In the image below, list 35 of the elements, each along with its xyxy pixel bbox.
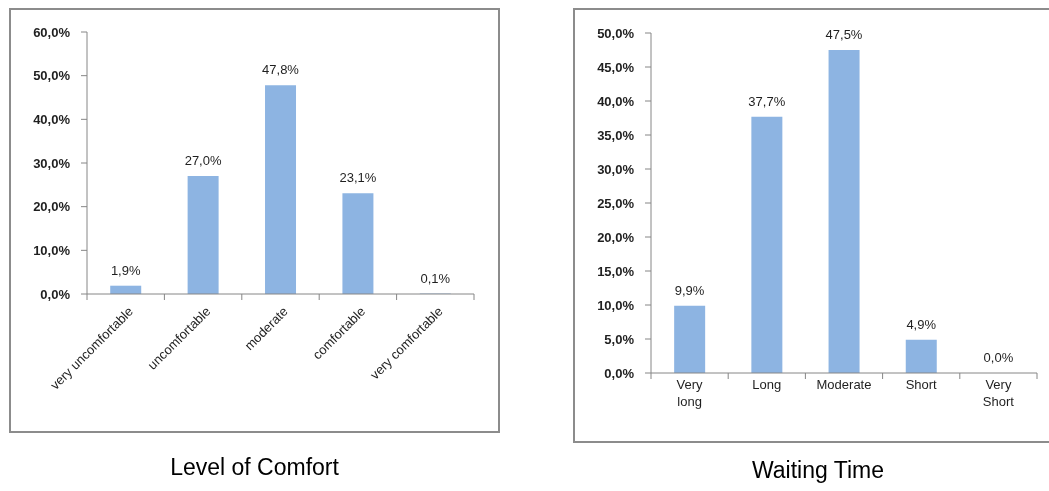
y-tick-label: 40,0%	[597, 93, 635, 109]
y-tick-label: 30,0%	[33, 155, 71, 171]
data-label: 0,0%	[983, 350, 1014, 365]
x-tick-label: Very Short	[982, 377, 1015, 409]
data-label: 47,8%	[262, 62, 300, 78]
y-tick-label: 45,0%	[597, 59, 635, 75]
text: Waiting Time	[750, 456, 886, 485]
data-label: 37,7%	[748, 93, 786, 109]
y-tick-label: 0,0%	[604, 365, 635, 381]
x-tick-label: Long	[752, 377, 782, 392]
y-tick-label: 10,0%	[597, 297, 635, 313]
x-tick-label: Very long	[676, 377, 704, 409]
data-label: 27,0%	[184, 153, 222, 169]
data-label: 4,9%	[906, 316, 937, 332]
data-label: 47,5%	[825, 27, 863, 42]
data-label: 0,1%	[420, 270, 451, 286]
y-tick-label: 35,0%	[597, 127, 635, 143]
y-tick-label: 40,0%	[33, 111, 71, 127]
y-tick-label: 50,0%	[597, 25, 635, 41]
y-tick-label: 20,0%	[33, 199, 71, 215]
data-label: 23,1%	[339, 170, 377, 186]
y-tick-label: 15,0%	[597, 263, 635, 279]
y-tick-label: 50,0%	[33, 68, 71, 84]
text: Level of Comfort	[169, 453, 340, 482]
data-label: 1,9%	[110, 262, 141, 278]
x-tick-label: Short	[905, 377, 938, 392]
y-tick-label: 5,0%	[604, 331, 635, 347]
x-tick-label: Moderate	[816, 377, 872, 392]
y-tick-label: 60,0%	[33, 24, 71, 40]
y-tick-label: 10,0%	[33, 242, 71, 258]
data-label: 9,9%	[674, 282, 705, 298]
y-tick-label: 0,0%	[40, 286, 71, 302]
y-tick-label: 30,0%	[597, 161, 635, 177]
y-tick-label: 20,0%	[597, 229, 635, 245]
y-tick-label: 25,0%	[597, 195, 635, 211]
